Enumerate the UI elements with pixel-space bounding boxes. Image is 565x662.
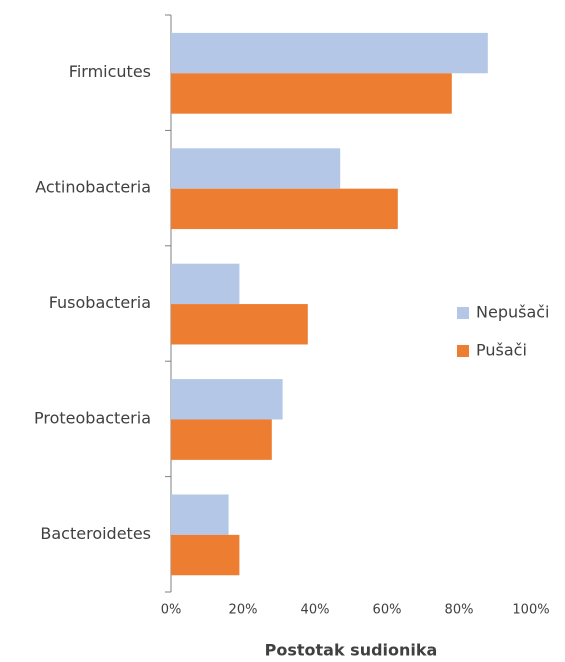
y-tick-label: Bacteroidetes: [40, 524, 151, 543]
y-tick-label: Proteobacteria: [34, 408, 151, 427]
bar: [171, 188, 398, 230]
bar: [171, 419, 272, 460]
y-tick-label: Fusobacteria: [49, 293, 151, 312]
bar: [171, 534, 240, 576]
legend-label: Nepušači: [476, 303, 550, 322]
x-tick-label: 80%: [445, 603, 474, 618]
bar: [171, 73, 452, 114]
x-tick-label: 40%: [301, 603, 330, 618]
x-tick-label: 100%: [512, 603, 549, 618]
x-tick-label: 60%: [373, 603, 402, 618]
bar: [171, 32, 488, 74]
x-axis-title: Postotak sudionika: [265, 641, 438, 660]
legend-swatch: [457, 345, 469, 357]
y-tick-label: Actinobacteria: [35, 178, 151, 197]
x-tick-label: 20%: [229, 603, 258, 618]
bar: [171, 148, 341, 189]
legend-swatch: [457, 307, 469, 319]
legend-label: Pušači: [476, 341, 527, 360]
bar: [171, 263, 240, 305]
bar: [171, 379, 283, 420]
bar: [171, 494, 229, 535]
y-tick-label: Firmicutes: [69, 62, 151, 81]
x-tick-label: 0%: [161, 603, 182, 618]
bar: [171, 304, 308, 345]
